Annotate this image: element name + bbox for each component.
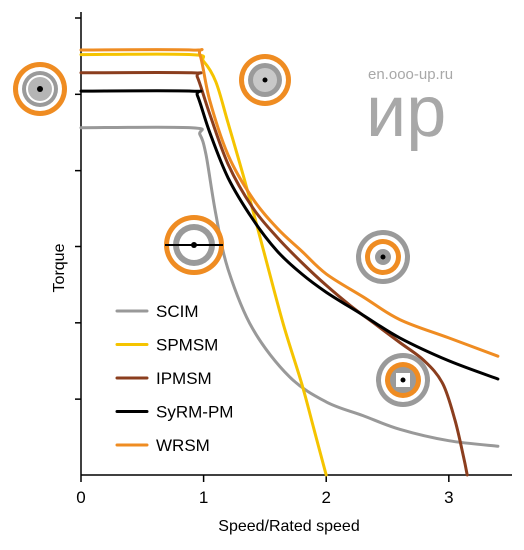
legend-label-wrsm: WRSM bbox=[156, 436, 210, 455]
legend-label-scim: SCIM bbox=[156, 302, 199, 321]
series-line-wrsm bbox=[79, 47, 500, 358]
series-lines bbox=[79, 47, 500, 477]
x-axis-ticks: 0 1 2 3 bbox=[76, 475, 454, 507]
series-line-scim bbox=[79, 125, 500, 448]
watermark-url: en.ooo-up.ru bbox=[368, 66, 453, 83]
series-line-ipmsm bbox=[79, 70, 469, 477]
legend-label-ipmsm: IPMSM bbox=[156, 369, 212, 388]
legend-label-spmsm: SPMSM bbox=[156, 336, 218, 355]
legend-label-syrm-pm: SyRM-PM bbox=[156, 403, 233, 422]
watermark-logo: ир bbox=[366, 72, 446, 152]
x-tick-label-2: 2 bbox=[321, 488, 330, 507]
x-tick-label-3: 3 bbox=[444, 488, 453, 507]
x-tick-label-0: 0 bbox=[76, 488, 85, 507]
ipmsm-motor-icon bbox=[376, 353, 430, 407]
x-axis-title: Speed/Rated speed bbox=[218, 518, 359, 535]
wrsm-motor-icon bbox=[164, 215, 224, 275]
x-tick-label-1: 1 bbox=[199, 488, 208, 507]
y-axis-title: Torque bbox=[51, 243, 68, 292]
spmsm-motor-icon bbox=[239, 54, 291, 106]
y-axis-ticks bbox=[75, 17, 81, 400]
legend: SCIM SPMSM IPMSM SyRM-PM WRSM bbox=[115, 302, 233, 455]
series-line-syrm-pm bbox=[79, 89, 500, 381]
scim-motor-icon bbox=[13, 62, 67, 116]
syrm-pm-motor-icon bbox=[356, 230, 410, 284]
